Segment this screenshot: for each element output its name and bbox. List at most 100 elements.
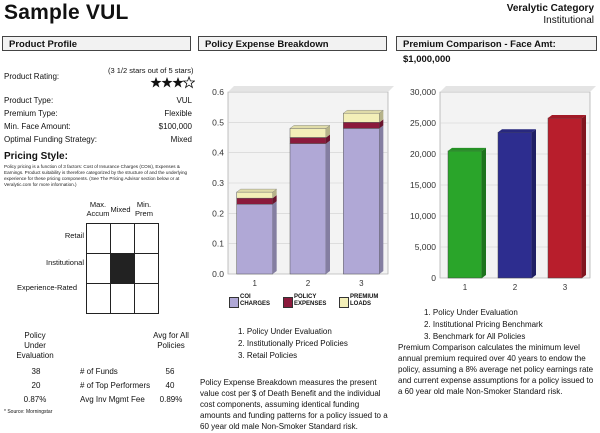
y-tick-label: 0.4 xyxy=(212,148,224,158)
category-value: Institutional xyxy=(543,15,594,26)
y-tick-label: 15,000 xyxy=(410,180,436,190)
bar-side xyxy=(582,115,586,278)
premium-bar-chart: 0 5,000 10,000 15,000 20,000 25,000 30,000 1 2 3 xyxy=(410,86,596,292)
product-profile-header: Product Profile xyxy=(2,36,191,51)
y-tick-label: 0.2 xyxy=(212,208,224,218)
bar-top xyxy=(548,115,586,119)
metric-policy-value: 38 xyxy=(31,367,41,376)
plot-top-face xyxy=(440,86,596,92)
legend-swatch-coi xyxy=(229,297,239,308)
bar-segment xyxy=(343,112,380,123)
bar-segment xyxy=(343,122,380,129)
x-tick-label: 1 xyxy=(252,279,257,288)
bar xyxy=(547,117,583,279)
premium-list-item-1: 1. Policy Under Evaluation xyxy=(424,308,518,317)
profile-row-product-type: Product Type: VUL xyxy=(4,96,192,105)
grid-cell xyxy=(134,283,159,314)
grid-cell xyxy=(134,223,159,254)
x-tick-label: 2 xyxy=(513,283,518,292)
legend-label-policy-expenses: POLICY EXPENSES xyxy=(294,294,327,307)
metric-label: Avg Inv Mgmt Fee xyxy=(80,395,145,404)
metric-avg-value: 40 xyxy=(165,381,175,390)
bar-side xyxy=(326,125,330,138)
metric-policy-value: 0.87% xyxy=(23,395,47,404)
bar-side xyxy=(379,119,384,129)
x-tick-label: 3 xyxy=(359,279,364,288)
expense-legend: COI CHARGES POLICY EXPENSES PREMIUM LOAD… xyxy=(228,294,398,316)
policy-column-header: Policy Under Evaluation xyxy=(14,331,56,361)
row-label: Optimal Funding Strategy: xyxy=(4,135,97,144)
metric-label: # of Funds xyxy=(80,367,118,376)
row-value: Flexible xyxy=(164,109,192,118)
category-label: Veralytic Category xyxy=(506,3,594,14)
grid-cell-selected xyxy=(110,253,135,284)
bar-segment xyxy=(289,128,327,138)
metric-avg-value: 0.89% xyxy=(159,395,183,404)
grid-cell xyxy=(86,223,111,254)
grid-row-institutional: Institutional xyxy=(46,258,84,267)
grid-row-retail: Retail xyxy=(64,231,84,240)
legend-label-premium-loads: PREMIUM LOADS xyxy=(350,294,379,307)
bar-segment xyxy=(236,197,273,205)
bar-segment xyxy=(289,143,327,275)
grid-cell xyxy=(134,253,159,284)
row-label: Premium Type: xyxy=(4,109,58,118)
bar-top xyxy=(289,125,331,129)
grid-cell xyxy=(110,223,135,254)
expense-list-item-1: 1. Policy Under Evaluation xyxy=(238,327,332,336)
pricing-style-title: Pricing Style: xyxy=(4,151,68,162)
x-tick-label: 2 xyxy=(306,279,311,288)
row-value: $100,000 xyxy=(158,122,192,131)
grid-col-mixed: Mixed xyxy=(110,205,131,214)
y-tick-label: 0.3 xyxy=(212,178,224,188)
plot-top-face xyxy=(228,86,394,92)
profile-row-funding-strategy: Optimal Funding Strategy: Mixed xyxy=(4,135,192,144)
grid-cell xyxy=(86,283,111,314)
x-tick-label: 1 xyxy=(463,283,468,292)
source-note: * Source: Morningstar xyxy=(4,409,53,415)
profile-row-premium-type: Premium Type: Flexible xyxy=(4,109,192,118)
metric-policy-value: 20 xyxy=(31,381,41,390)
grid-col-min-prem: Min. Prem xyxy=(135,200,153,218)
rating-label: Product Rating: xyxy=(4,72,60,81)
grid-cell xyxy=(110,283,135,314)
expense-stacked-bar-chart: 0.0 0.1 0.2 0.3 0.4 0.5 0.6 1 2 3 xyxy=(212,86,394,288)
bar xyxy=(447,150,483,279)
bar-side xyxy=(272,201,277,274)
premium-list-item-3: 3. Benchmark for All Policies xyxy=(424,332,526,341)
avg-column-label: Avg for All Policies xyxy=(153,331,189,350)
policy-column-label: Policy Under Evaluation xyxy=(16,331,54,360)
premium-comparison-header: Premium Comparison - Face Amt: $1,000,00… xyxy=(396,36,597,65)
bar-top xyxy=(236,188,278,193)
grid-row-experience-rated: Experience-Rated xyxy=(16,283,78,292)
bar-side xyxy=(326,140,330,274)
bar-side xyxy=(482,147,486,278)
row-label: Min. Face Amount: xyxy=(4,122,71,131)
expense-list-item-3: 3. Retail Policies xyxy=(238,351,298,360)
bar-top xyxy=(342,110,384,114)
bar-side xyxy=(272,195,277,205)
bar-side xyxy=(379,125,384,275)
legend-label-coi: COI CHARGES xyxy=(240,294,271,307)
pricing-style-grid xyxy=(86,223,159,314)
y-tick-label: 0 xyxy=(431,273,436,283)
metric-avg-value: 56 xyxy=(165,367,175,376)
bar xyxy=(497,132,533,279)
metrics-divider xyxy=(14,362,192,363)
y-tick-label: 5,000 xyxy=(415,242,437,252)
bar-segment xyxy=(236,191,273,199)
bar-segment xyxy=(289,137,327,144)
premium-description: Premium Comparison calculates the minimu… xyxy=(398,343,594,396)
expense-list-item-2: 2. Institutionally Priced Policies xyxy=(238,339,348,348)
bar-top xyxy=(498,129,536,133)
avg-column-header: Avg for All Policies xyxy=(150,331,192,351)
y-tick-label: 0.0 xyxy=(212,269,224,279)
x-tick-label: 3 xyxy=(563,283,568,292)
y-tick-label: 10,000 xyxy=(410,211,436,221)
row-value: Mixed xyxy=(170,135,192,144)
row-value: VUL xyxy=(176,96,192,105)
bar-side xyxy=(326,134,330,144)
legend-swatch-policy-expenses xyxy=(283,297,293,308)
rating-text: (3 1/2 stars out of 5 stars) xyxy=(108,66,194,75)
grid-cell xyxy=(86,253,111,284)
